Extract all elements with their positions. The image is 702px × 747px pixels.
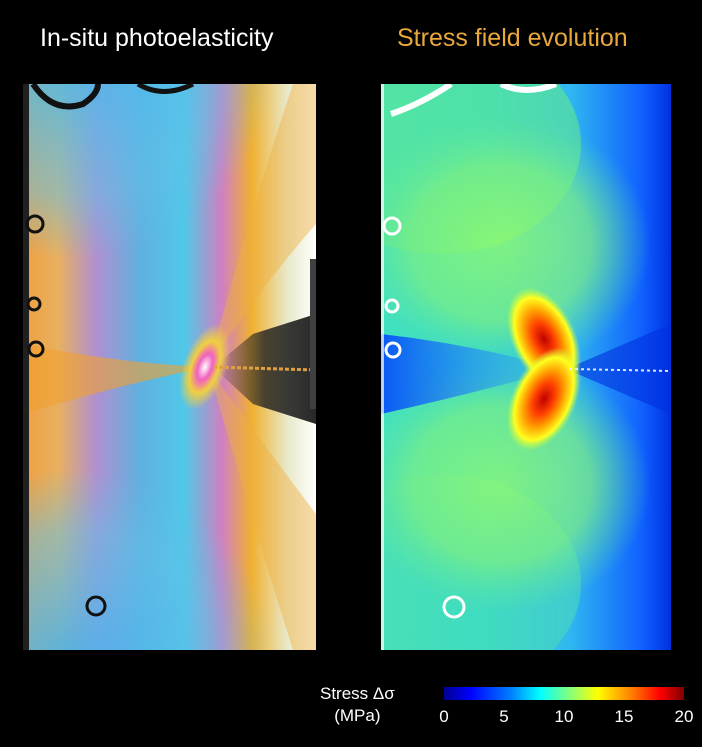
colorbar-tick-label: 20 — [674, 707, 694, 726]
colorbar-tick-label: 0 — [439, 707, 449, 726]
stress-field-map — [381, 84, 671, 650]
left-panel-title: In-situ photoelasticity — [40, 24, 274, 52]
right-panel-title: Stress field evolution — [397, 24, 628, 52]
photoelasticity-image — [23, 84, 316, 650]
colorbar-tick-label: 15 — [614, 707, 634, 726]
stress-colorbar — [444, 687, 684, 700]
colorbar-label-unit: (MPa) — [334, 706, 381, 725]
colorbar-label: Stress Δσ (MPa) — [320, 683, 395, 727]
colorbar-label-quantity: Stress Δσ — [320, 684, 395, 703]
colorbar-tick-label: 5 — [499, 707, 509, 726]
colorbar-tick-label: 10 — [554, 707, 574, 726]
